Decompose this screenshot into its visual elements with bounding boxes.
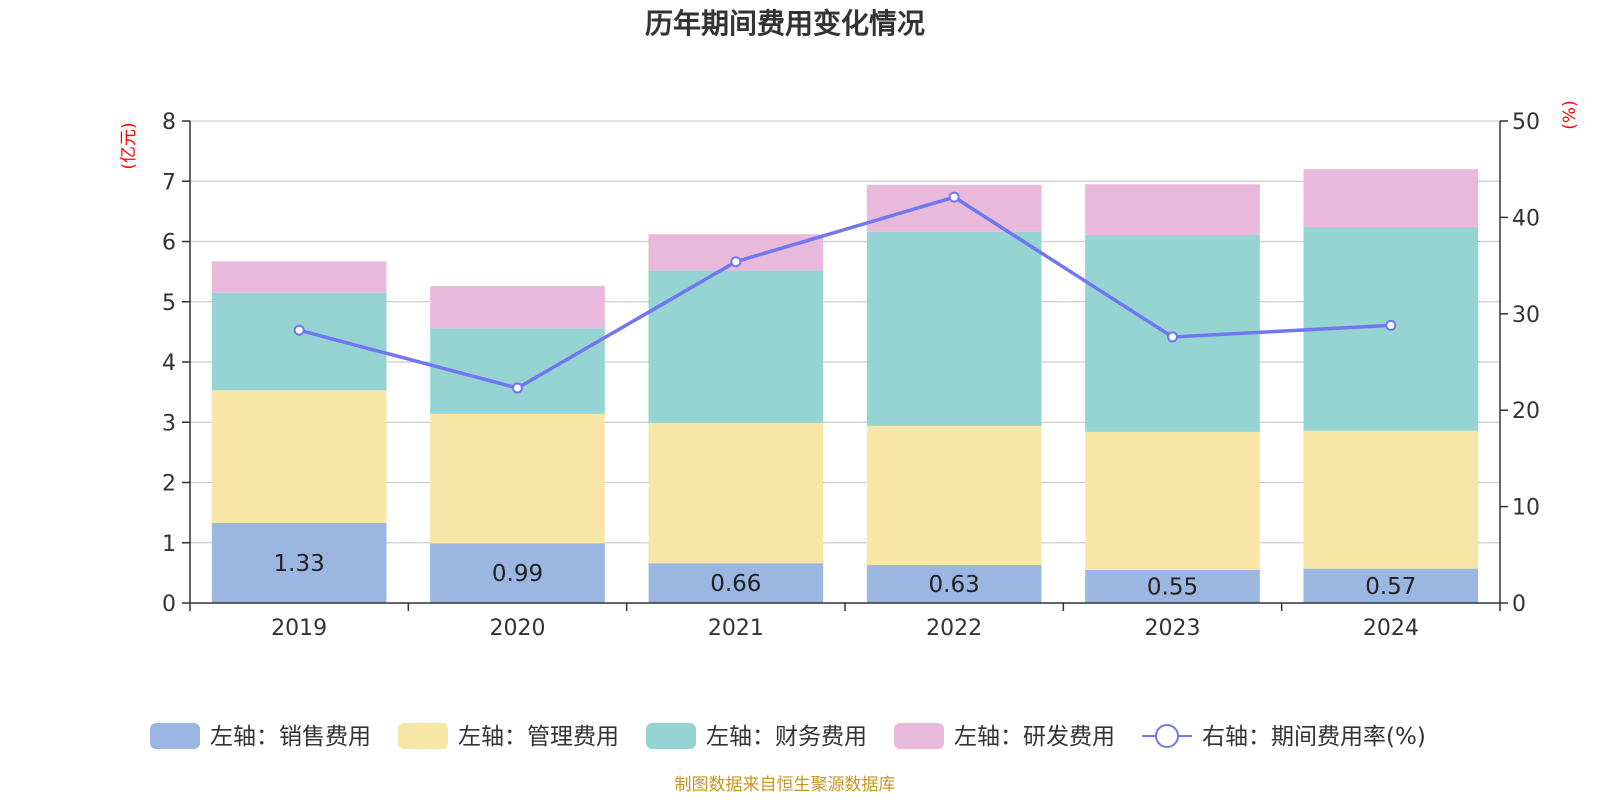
- bar-segment: [648, 270, 824, 423]
- bar-value-label: 0.66: [710, 571, 761, 597]
- legend-swatch: [646, 723, 696, 749]
- left-axis-tick-label: 4: [162, 351, 176, 376]
- x-axis-tick-label: 2023: [1145, 616, 1201, 641]
- right-axis-tick-label: 10: [1512, 496, 1540, 521]
- bar-segment: [430, 286, 605, 329]
- bar-segment: [1303, 169, 1479, 228]
- left-axis-tick-label: 0: [162, 592, 176, 617]
- right-axis-tick-label: 30: [1512, 303, 1540, 328]
- bar-segment: [648, 422, 824, 564]
- bar-segment: [866, 425, 1042, 566]
- bar-segment: [1085, 569, 1260, 603]
- left-axis-tick-label: 2: [162, 472, 176, 497]
- bar-segment: [866, 231, 1042, 426]
- bar-segment: [648, 563, 824, 603]
- legend-label: 左轴：财务费用: [706, 724, 867, 750]
- bar-value-label: 0.57: [1365, 574, 1416, 600]
- legend: 左轴：销售费用 左轴：管理费用 左轴：财务费用 左轴：研发费用 右轴：期间费用率(%): [150, 723, 1426, 750]
- bar-segment: [211, 261, 387, 293]
- legend-label: 右轴：期间费用率(%): [1202, 724, 1426, 750]
- x-axis-tick-label: 2020: [490, 616, 546, 641]
- legend-label: 左轴：管理费用: [458, 724, 619, 750]
- bar-value-label: 1.33: [274, 551, 325, 577]
- legend-swatch: [398, 723, 448, 749]
- bar-segment: [211, 292, 387, 391]
- bar-value-label: 0.63: [929, 572, 980, 598]
- rate-point: [730, 256, 742, 268]
- x-axis-tick-label: 2022: [926, 616, 982, 641]
- bar-segment: [1085, 184, 1260, 235]
- left-axis-unit: (亿元): [119, 122, 139, 169]
- right-axis-tick-label: 50: [1512, 110, 1540, 135]
- rate-point: [948, 191, 960, 203]
- bar-segment: [211, 522, 387, 603]
- bar-segment: [1303, 430, 1479, 569]
- data-source-note: 制图数据来自恒生聚源数据库: [675, 775, 896, 795]
- rate-point: [1385, 319, 1397, 331]
- left-axis-tick-label: 5: [162, 291, 176, 316]
- left-axis-tick-label: 3: [162, 411, 176, 436]
- right-axis-tick-label: 20: [1512, 399, 1540, 424]
- bar-value-label: 0.55: [1147, 574, 1198, 600]
- legend-swatch: [150, 723, 200, 749]
- right-axis-tick-label: 40: [1512, 206, 1540, 231]
- bar-segment: [1303, 568, 1479, 603]
- bar-segment: [211, 390, 387, 523]
- bars: 1.33 0.99 0.66 0.63 0.55 0.57: [211, 169, 1479, 603]
- bar-segment: [1085, 431, 1260, 570]
- x-axis-tick-label: 2021: [708, 616, 764, 641]
- left-axis-tick-label: 1: [162, 532, 176, 557]
- rate-line-path: [298, 195, 1391, 390]
- rate-line: [293, 191, 1397, 394]
- left-axis-tick-label: 8: [162, 110, 176, 135]
- rate-point: [1167, 331, 1178, 343]
- axes: 0 1 2 3 4 5 6 7 8 0 10 20 30 40 50 2019 2020 2021 2022 2023…: [162, 110, 1540, 641]
- rate-point: [512, 382, 523, 394]
- gridlines: [190, 120, 1500, 544]
- rate-point: [293, 324, 305, 336]
- right-axis-unit: (%): [1560, 100, 1580, 129]
- bar-segment: [430, 413, 605, 544]
- chart-title: 历年期间费用变化情况: [645, 7, 925, 40]
- left-axis-tick-label: 7: [162, 170, 176, 195]
- left-axis-tick-label: 6: [162, 231, 176, 256]
- x-axis-tick-label: 2019: [271, 616, 327, 641]
- bar-segment: [430, 543, 605, 603]
- legend-swatch: [894, 723, 944, 749]
- legend-label: 左轴：销售费用: [210, 724, 371, 750]
- legend-marker: [1155, 724, 1179, 748]
- bar-value-label: 0.99: [492, 561, 543, 587]
- x-axis-tick-label: 2024: [1363, 616, 1419, 641]
- legend-label: 左轴：研发费用: [954, 724, 1115, 750]
- right-axis-tick-label: 0: [1512, 592, 1526, 617]
- bar-segment: [866, 565, 1042, 603]
